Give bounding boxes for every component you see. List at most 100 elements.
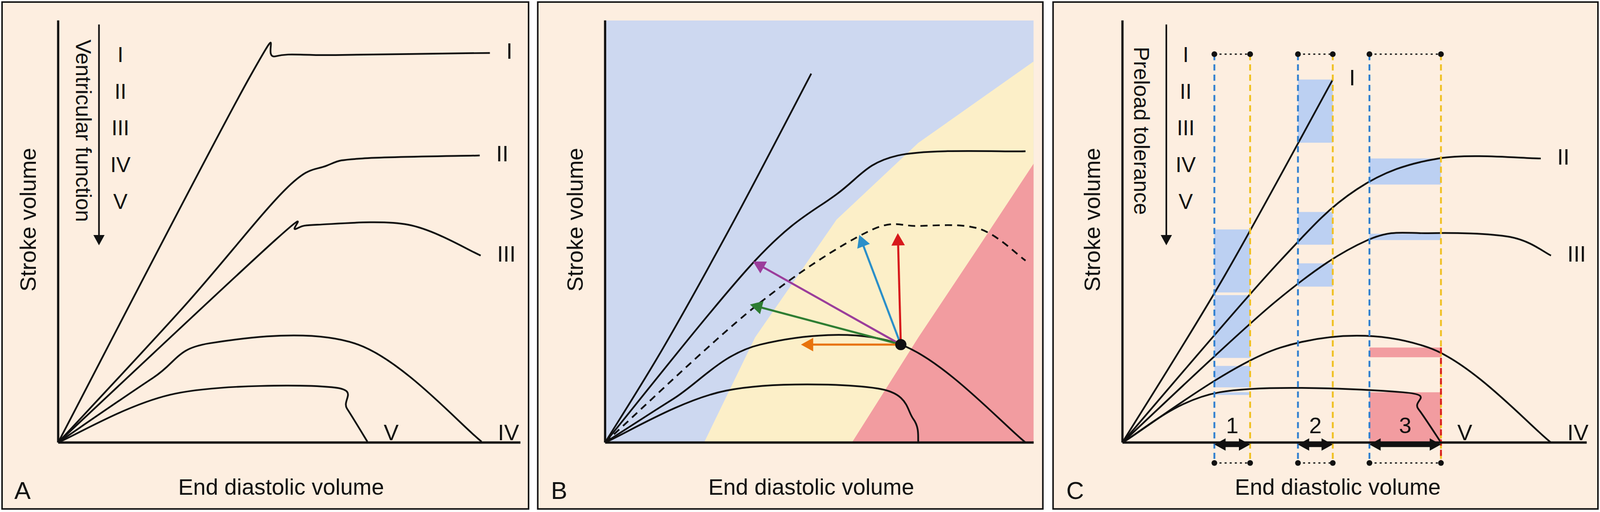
x-axis — [605, 441, 1034, 444]
curve-label: IV — [1567, 419, 1589, 445]
window-shade — [1298, 346, 1334, 348]
window-span-head — [1298, 437, 1310, 451]
arrow-shaft — [862, 243, 901, 345]
arrow-head — [891, 232, 905, 246]
curve — [1122, 335, 1552, 443]
scale-item: I — [1182, 42, 1189, 67]
window-span-head — [1238, 437, 1251, 451]
window-edge — [1214, 461, 1251, 464]
zone — [852, 163, 1034, 443]
window-edge — [1298, 53, 1334, 55]
window-corner — [1329, 459, 1336, 466]
x-axis — [1122, 441, 1587, 444]
x-label: End diastolic volume — [1234, 473, 1441, 500]
scale-item: I — [117, 42, 124, 67]
curve — [1122, 387, 1442, 443]
panel-letter: A — [14, 475, 31, 504]
panel: 123IIIIIIIVVStroke volumeEnd diastolic v… — [1052, 1, 1598, 509]
curve — [58, 335, 482, 443]
scale-legend: Ventricular functionIIIIIIIVV — [71, 24, 131, 246]
window-shade — [1369, 158, 1441, 185]
curve-label: V — [383, 419, 399, 445]
panel-letter: B — [551, 475, 568, 504]
scale-arrow-head — [93, 234, 105, 246]
window-shade — [1298, 263, 1334, 287]
window-span-head — [1429, 437, 1442, 451]
operating-point — [895, 338, 907, 350]
arrow-head — [857, 234, 870, 249]
window-corner — [1247, 459, 1253, 466]
curve — [605, 383, 919, 443]
curve — [1122, 232, 1552, 443]
window-right — [1249, 54, 1252, 463]
arrow-head — [800, 337, 814, 352]
scale-item: IV — [110, 152, 131, 177]
arrow — [750, 300, 902, 345]
window-corner — [1211, 51, 1218, 57]
x-label: End diastolic volume — [177, 473, 384, 500]
y-label: Stroke volume — [562, 147, 588, 292]
plot-area — [1122, 79, 1552, 443]
window-corner — [1247, 51, 1253, 57]
window-corner — [1366, 459, 1373, 466]
curve — [605, 334, 1026, 443]
window-left — [1213, 54, 1216, 463]
window-shade — [1298, 391, 1334, 393]
curve-label: V — [1457, 419, 1473, 445]
plot-area — [605, 20, 1034, 443]
window-span-head — [1321, 437, 1333, 451]
curve — [58, 221, 481, 443]
window-edge — [1298, 461, 1334, 464]
window-edge — [1214, 53, 1251, 55]
window-edge — [1369, 461, 1441, 464]
scale-arrow — [98, 24, 101, 238]
window-corner — [1211, 459, 1218, 466]
x-label: End diastolic volume — [708, 473, 915, 500]
arrow-shaft — [810, 343, 902, 346]
panel: IIIIIIIVVStroke volumeEnd diastolic volu… — [1, 1, 529, 509]
panel-frame — [1, 1, 529, 509]
scale-label: Ventricular function — [71, 39, 96, 222]
x-axis — [58, 441, 521, 444]
window-label: 2 — [1309, 412, 1322, 438]
scale-item: II — [1179, 79, 1192, 104]
panel-frame — [1052, 1, 1598, 509]
window-corner — [1438, 459, 1444, 466]
curve — [605, 223, 1026, 442]
arrow-head — [750, 300, 764, 315]
scale-item: V — [113, 189, 128, 214]
curve-label: II — [496, 140, 509, 166]
window-edge — [1369, 53, 1441, 55]
curve-label: I — [1348, 64, 1355, 90]
zone — [605, 20, 1034, 443]
window-shade — [1369, 391, 1441, 443]
curve — [58, 42, 491, 442]
y-label: Stroke volume — [1079, 147, 1105, 292]
arrow — [800, 337, 901, 352]
curve-label: IV — [498, 419, 520, 445]
arrow-shaft — [758, 306, 902, 345]
window-corner — [1438, 51, 1444, 57]
scale-item: II — [114, 79, 127, 104]
curve-label: III — [1567, 240, 1587, 267]
scale-label: Preload tolerance — [1129, 46, 1154, 215]
y-axis — [1121, 20, 1124, 443]
window-right-red — [1440, 347, 1443, 463]
panel-letter: C — [1066, 475, 1085, 504]
window-corner — [1295, 51, 1301, 57]
window-span-head — [1369, 437, 1381, 451]
arrow-shaft — [760, 265, 901, 345]
window-corner — [1329, 51, 1336, 57]
window-left — [1368, 54, 1371, 463]
y-label: Stroke volume — [15, 147, 41, 292]
curve-label: III — [497, 240, 516, 267]
scale-item: IV — [1175, 152, 1197, 177]
window — [1366, 51, 1444, 466]
curve-label: I — [505, 38, 513, 64]
window-right — [1331, 54, 1334, 463]
window-right — [1440, 54, 1443, 463]
arrow — [891, 232, 905, 345]
scale-arrow-head — [1160, 234, 1172, 246]
figure: IIIIIIIVVStroke volumeEnd diastolic volu… — [0, 0, 1600, 512]
panel: Stroke volume End diastolic volume B — [537, 1, 1043, 509]
